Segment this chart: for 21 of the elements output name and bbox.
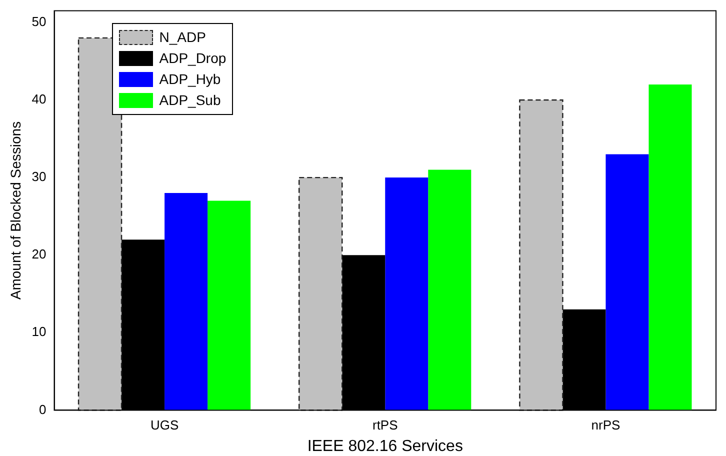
legend-label: ADP_Hyb bbox=[159, 71, 221, 88]
bar bbox=[385, 178, 428, 410]
legend-label: ADP_Drop bbox=[159, 50, 226, 66]
legend-label: N_ADP bbox=[159, 29, 206, 46]
bar bbox=[606, 154, 649, 410]
bar bbox=[648, 84, 692, 410]
y-tick-label: 50 bbox=[32, 14, 46, 30]
x-tick-label: UGS bbox=[150, 418, 179, 433]
y-tick-label: 0 bbox=[39, 402, 46, 417]
y-axis-title: Amount of Blocked Sessions bbox=[7, 121, 24, 300]
y-tick-label: 10 bbox=[32, 324, 46, 340]
y-tick-label: 30 bbox=[32, 169, 46, 184]
x-tick-label: nrPS bbox=[591, 418, 620, 433]
bar bbox=[164, 193, 208, 410]
y-tick-label: 20 bbox=[32, 246, 46, 262]
y-tick-label: 40 bbox=[32, 92, 46, 107]
x-axis-title: IEEE 802.16 Services bbox=[307, 438, 463, 455]
bar bbox=[208, 200, 251, 410]
x-tick-label: rtPS bbox=[372, 418, 398, 433]
legend-label: ADP_Sub bbox=[159, 92, 221, 108]
bar bbox=[428, 170, 472, 410]
